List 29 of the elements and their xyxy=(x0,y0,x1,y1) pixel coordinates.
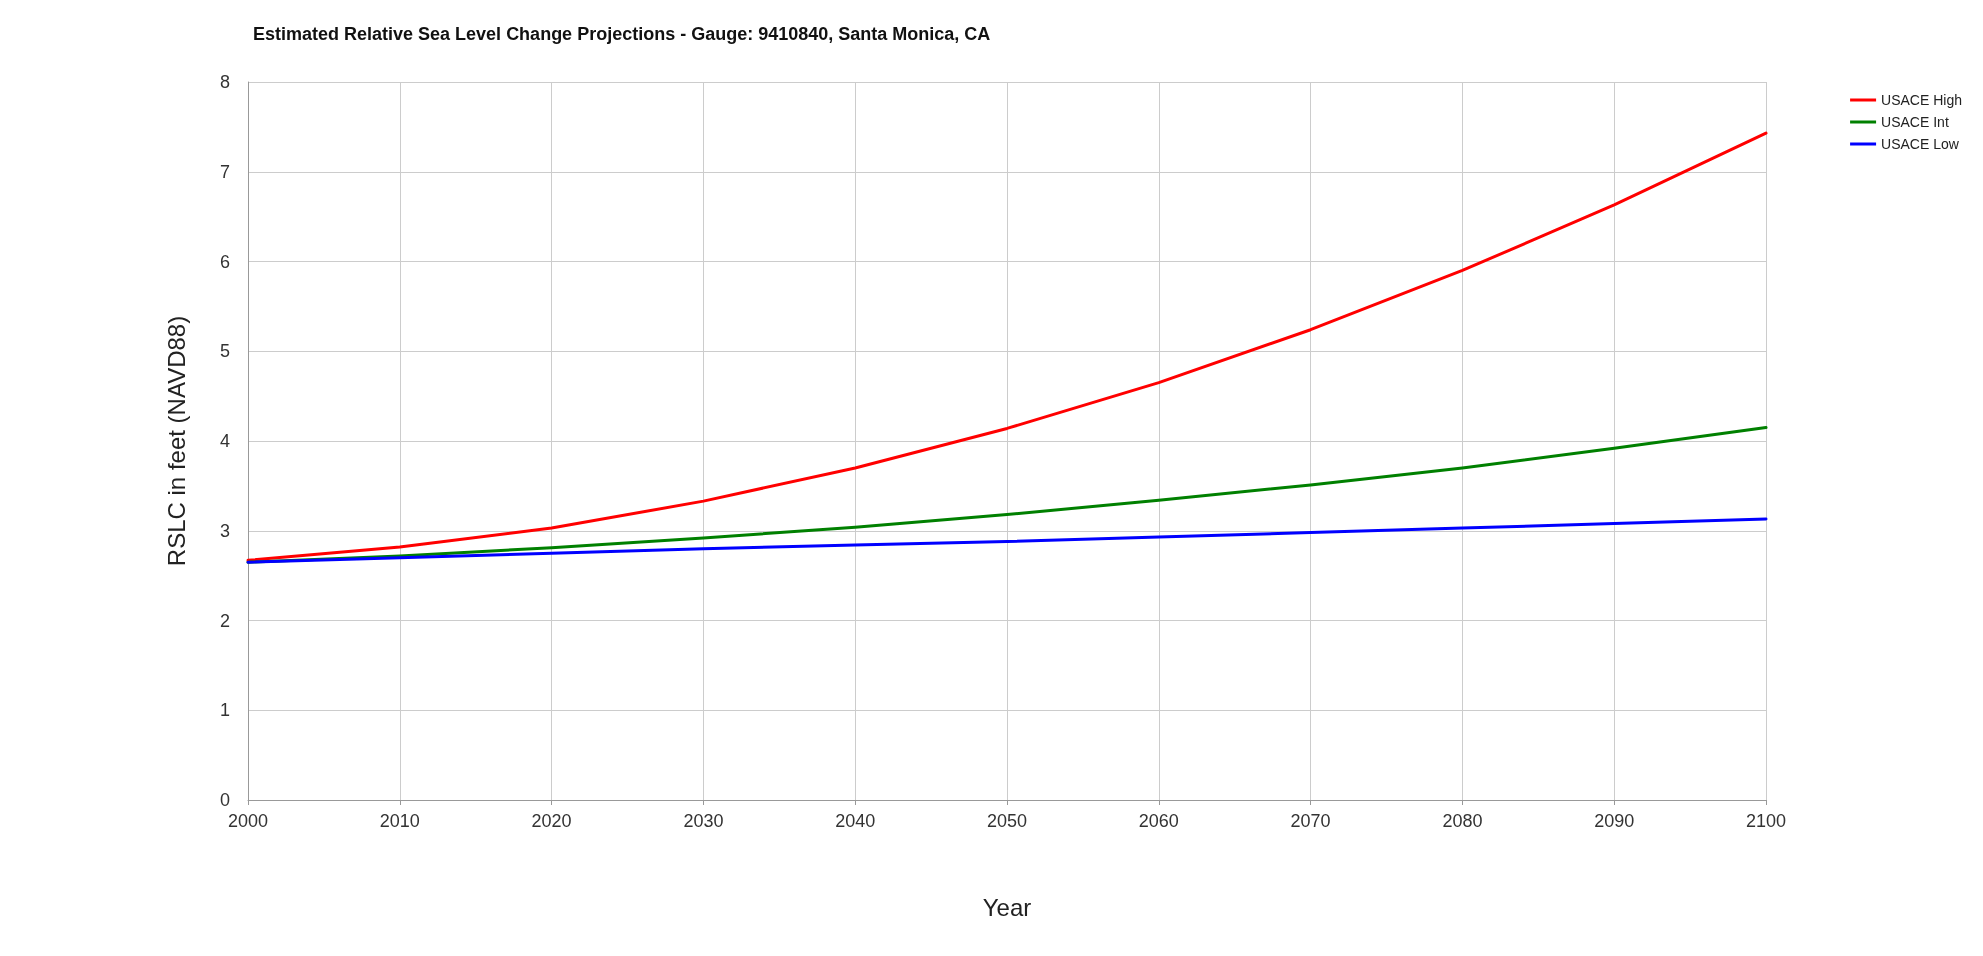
x-tick-label: 2020 xyxy=(531,811,572,831)
y-tick-label: 1 xyxy=(219,700,230,721)
x-tick-label: 2000 xyxy=(227,811,269,831)
y-tick-label: 4 xyxy=(219,431,230,451)
y-tick-label: 3 xyxy=(219,520,230,541)
x-tick-label: 2040 xyxy=(835,811,876,831)
x-tick-label: 2090 xyxy=(1594,811,1635,831)
x-tick-label: 2060 xyxy=(1138,811,1179,831)
x-axis-title: Year xyxy=(982,893,1032,921)
line-series xyxy=(246,517,1768,564)
y-tick-label: 7 xyxy=(219,161,230,182)
y-tick-label: 8 xyxy=(219,72,230,92)
y-tick-label: 6 xyxy=(219,251,230,272)
y-axis-title: RSLC in feet (NAVD88) xyxy=(162,315,190,567)
y-tick-label: 5 xyxy=(219,341,230,362)
legend-label: USACE Int xyxy=(1881,114,1949,130)
line-series xyxy=(246,426,1768,564)
y-tick-label: 2 xyxy=(219,610,230,631)
legend-label: USACE High xyxy=(1881,92,1962,108)
x-tick-label: 2070 xyxy=(1290,811,1331,831)
x-tick-label: 2100 xyxy=(1745,811,1787,831)
x-tick-label: 2080 xyxy=(1442,811,1483,831)
legend-label: USACE Low xyxy=(1881,136,1960,152)
chart-title: Estimated Relative Sea Level Change Projections - Gauge: 9410840, Santa Monica, CA xyxy=(253,24,991,44)
line-series xyxy=(246,131,1768,562)
x-tick-label: 2030 xyxy=(683,811,724,831)
y-tick-label: 0 xyxy=(219,790,230,810)
x-tick-label: 2050 xyxy=(986,811,1028,831)
x-tick-label: 2010 xyxy=(379,811,420,831)
